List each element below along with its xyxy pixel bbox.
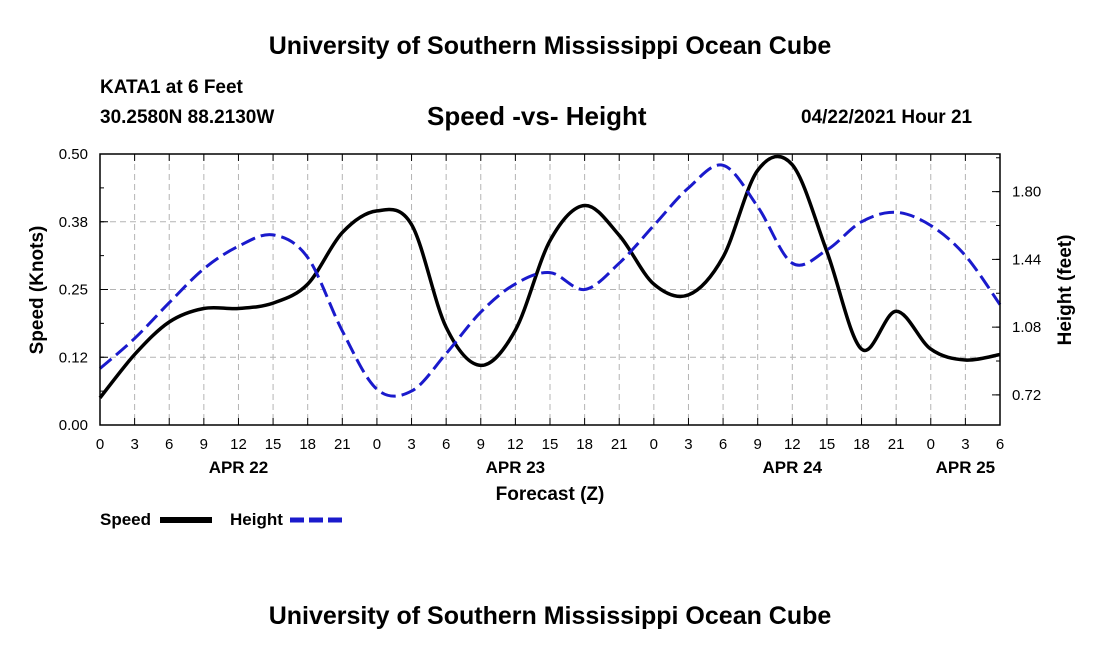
x-date-label: APR 22 <box>209 458 269 477</box>
grid-lines <box>100 154 1000 425</box>
y-tick-label: 0.38 <box>59 214 88 231</box>
y2-tick-label: 1.44 <box>1012 251 1041 268</box>
x-tick-label: 9 <box>754 436 762 453</box>
x-tick-label: 15 <box>542 436 559 453</box>
x-tick-label: 6 <box>165 436 173 453</box>
y2-tick-label: 1.08 <box>1012 319 1041 336</box>
x-axis-label: Forecast (Z) <box>496 484 605 505</box>
station-label: KATA1 at 6 Feet <box>100 77 243 98</box>
legend: Speed Height <box>100 510 342 529</box>
x-tick-label: 12 <box>230 436 247 453</box>
x-tick-label: 3 <box>684 436 692 453</box>
height-series-line <box>99 163 1002 398</box>
x-tick-label: 9 <box>477 436 485 453</box>
legend-height-label: Height <box>230 510 283 529</box>
y-tick-label: 0.50 <box>59 146 88 163</box>
x-tick-label: 9 <box>200 436 208 453</box>
speed-series-line <box>98 154 1001 399</box>
x-tick-label: 0 <box>650 436 658 453</box>
x-tick-label: 18 <box>853 436 870 453</box>
x-tick-label: 6 <box>719 436 727 453</box>
x-tick-label: 12 <box>507 436 524 453</box>
y-tick-label: 0.25 <box>59 282 88 299</box>
x-tick-label: 3 <box>130 436 138 453</box>
x-tick-label: 18 <box>576 436 593 453</box>
y-tick-label: 0.00 <box>59 417 88 434</box>
bottom-title: University of Southern Mississippi Ocean… <box>268 602 832 630</box>
x-tick-label: 3 <box>407 436 415 453</box>
y-tick-label: 0.12 <box>59 349 88 366</box>
x-tick-label: 3 <box>961 436 969 453</box>
y2-tick-label: 0.72 <box>1012 387 1041 404</box>
y2-axis-label: Height (feet) <box>1055 235 1076 346</box>
x-tick-label: 15 <box>819 436 836 453</box>
x-tick-label: 6 <box>442 436 450 453</box>
x-tick-label: 12 <box>784 436 801 453</box>
tick-marks <box>99 153 1001 426</box>
coordinates-label: 30.2580N 88.2130W <box>100 107 275 128</box>
x-tick-label: 15 <box>265 436 282 453</box>
x-tick-label: 0 <box>373 436 381 453</box>
legend-speed-label: Speed <box>100 510 151 529</box>
x-tick-label: 6 <box>996 436 1004 453</box>
x-date-label: APR 24 <box>763 458 823 477</box>
y-axis-label: Speed (Knots) <box>27 226 48 355</box>
tick-labels: 0 3 6 9 12 15 18 21 0 3 6 9 12 15 18 21 0 3 6 9 12 15 18 21 0 3 6A… <box>59 146 1041 477</box>
x-date-label: APR 23 <box>486 458 546 477</box>
datetime-label: 04/22/2021 Hour 21 <box>801 107 973 128</box>
x-tick-label: 21 <box>611 436 628 453</box>
series-layer <box>98 154 1002 399</box>
x-tick-label: 0 <box>96 436 104 453</box>
x-tick-label: 18 <box>299 436 316 453</box>
x-date-label: APR 25 <box>936 458 996 477</box>
x-tick-label: 0 <box>927 436 935 453</box>
x-tick-label: 21 <box>334 436 351 453</box>
y2-tick-label: 1.80 <box>1012 184 1041 201</box>
chart-title: Speed -vs- Height <box>427 101 647 131</box>
speed-height-chart: 0 3 6 9 12 15 18 21 0 3 6 9 12 15 18 21 0 3 6 9 12 15 18 21 0 3 6A… <box>27 146 1076 529</box>
top-title: University of Southern Mississippi Ocean… <box>268 32 832 60</box>
x-tick-label: 21 <box>888 436 905 453</box>
